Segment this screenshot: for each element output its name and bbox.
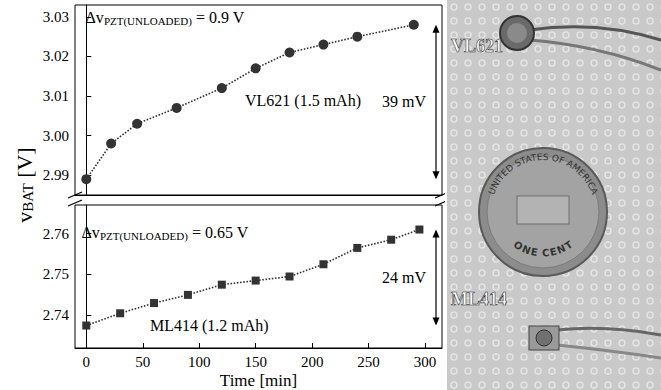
svg-text:Δv: Δv <box>82 224 100 241</box>
svg-text:3.03: 3.03 <box>43 9 69 25</box>
svg-text:2.75: 2.75 <box>43 266 69 282</box>
svg-text:Δv: Δv <box>86 9 104 26</box>
svg-text:150: 150 <box>244 354 266 370</box>
svg-text:3.00: 3.00 <box>43 128 69 144</box>
svg-text:Time [min]: Time [min] <box>220 371 297 390</box>
svg-text:[V]: [V] <box>12 147 37 183</box>
svg-text:50: 50 <box>135 354 150 370</box>
svg-text:100: 100 <box>188 354 211 370</box>
svg-text:3.01: 3.01 <box>43 88 69 104</box>
svg-text:ML414 (1.2 mAh): ML414 (1.2 mAh) <box>150 317 269 335</box>
svg-text:ONE CENT: ONE CENT <box>512 239 575 259</box>
svg-text:2.74: 2.74 <box>43 307 70 323</box>
svg-text:0: 0 <box>83 354 91 370</box>
svg-text:PZT(UNLOADED): PZT(UNLOADED) <box>104 15 192 28</box>
svg-text:250: 250 <box>357 354 380 370</box>
svg-text:PZT(UNLOADED): PZT(UNLOADED) <box>100 230 188 243</box>
svg-text:VL621: VL621 <box>451 36 503 56</box>
svg-text:= 0.65 V: = 0.65 V <box>188 224 249 241</box>
svg-text:v: v <box>12 212 37 223</box>
svg-text:300: 300 <box>414 354 437 370</box>
svg-text:24 mV: 24 mV <box>382 269 426 286</box>
svg-text:39 mV: 39 mV <box>382 93 426 110</box>
svg-text:VL621 (1.5 mAh): VL621 (1.5 mAh) <box>245 92 361 110</box>
svg-text:= 0.9 V: = 0.9 V <box>192 9 245 26</box>
svg-text:2.76: 2.76 <box>43 226 70 242</box>
svg-text:BAT: BAT <box>20 183 36 211</box>
svg-text:2.99: 2.99 <box>43 167 69 183</box>
svg-text:ML414: ML414 <box>451 289 507 309</box>
svg-text:3.02: 3.02 <box>43 48 69 64</box>
svg-text:200: 200 <box>301 354 324 370</box>
svg-text:UNITED STATES OF AMERICA: UNITED STATES OF AMERICA <box>486 152 600 197</box>
